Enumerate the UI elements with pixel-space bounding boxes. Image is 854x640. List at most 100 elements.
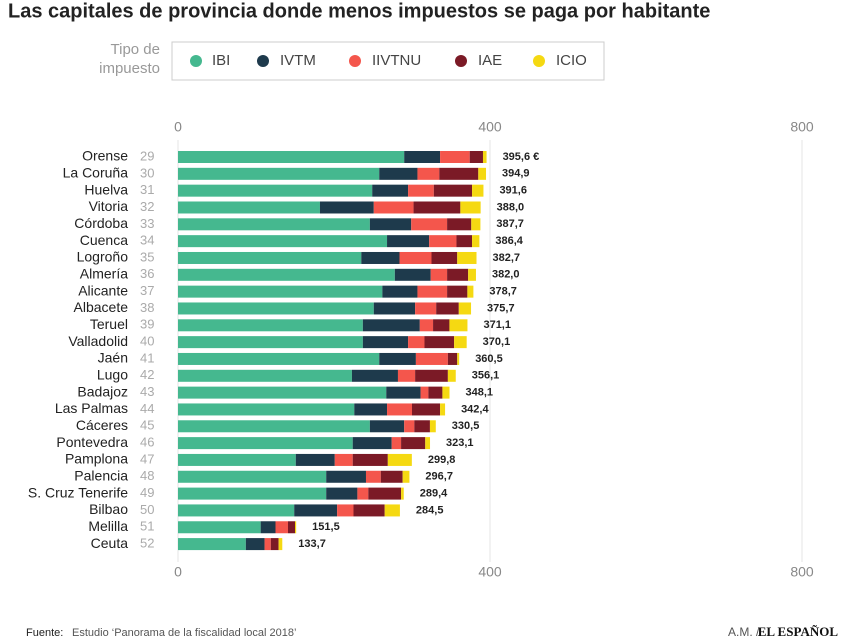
bar-segment (379, 167, 418, 180)
bar-segment (456, 235, 473, 248)
legend-label: IIVTNU (372, 52, 421, 69)
bar-segment (326, 470, 366, 483)
y-tick-label: Huelva (84, 181, 128, 197)
bar-segment (373, 201, 414, 214)
bar-segment (334, 453, 353, 466)
total-label: 289,4 (420, 488, 448, 500)
legend-swatch (455, 55, 467, 67)
bar-segment (449, 319, 468, 332)
legend-title-wrap: Tipo de impuesto (99, 41, 160, 77)
total-label: 395,6 € (503, 151, 540, 163)
rank-label: 38 (140, 300, 154, 315)
rank-label: 37 (140, 283, 154, 298)
rank-label: 36 (140, 266, 154, 281)
bar-segment (178, 403, 355, 416)
x-tick-label: 400 (478, 119, 502, 135)
rank-label: 33 (140, 216, 154, 231)
total-label: 370,1 (483, 336, 511, 348)
source: Estudio ‘Panorama de la fiscalidad local… (72, 627, 296, 639)
bar-segment (319, 201, 374, 214)
bar-segment (397, 369, 416, 382)
bar-segment (270, 538, 279, 551)
bar-segment (353, 504, 385, 517)
bar-segment (178, 218, 370, 231)
rank-label: 43 (140, 384, 154, 399)
rank-label: 48 (140, 468, 154, 483)
bar-segment (178, 453, 296, 466)
bar-segment (460, 201, 481, 214)
y-tick-label: Badajoz (77, 383, 128, 399)
total-label: 133,7 (298, 538, 326, 550)
source-label: Fuente: (26, 627, 63, 639)
bar-segment (478, 167, 487, 180)
bar-segment (424, 336, 455, 349)
bar-segment (415, 302, 437, 315)
bar-segment (361, 251, 400, 264)
bar-segment (440, 403, 446, 416)
rank-label: 40 (140, 334, 154, 349)
rank-label: 30 (140, 165, 154, 180)
y-tick-label: Vitoria (89, 198, 129, 214)
bar-segment (429, 235, 457, 248)
bar-segment (369, 420, 405, 433)
y-tick-label: Palencia (74, 467, 128, 483)
y-tick-label: Lugo (97, 366, 128, 382)
bar-segment (399, 251, 432, 264)
bar-segment (178, 167, 380, 180)
bar-segment (178, 302, 374, 315)
total-label: 388,0 (497, 201, 525, 213)
bar-segment (414, 420, 430, 433)
bar-segment (433, 319, 450, 332)
bar-segment (294, 504, 338, 517)
bar-segment (440, 151, 470, 163)
y-tick-label: Córdoba (74, 215, 128, 231)
bar-segment (436, 302, 459, 315)
bar-segment (415, 369, 448, 382)
bar-segment (178, 201, 320, 214)
rank-label: 39 (140, 317, 154, 332)
bar-segment (178, 268, 395, 281)
bar-segment (178, 386, 387, 399)
bar-segment (326, 487, 358, 500)
legend-swatch (349, 55, 361, 67)
rank-label: 44 (140, 401, 154, 416)
bar-segment (447, 218, 472, 231)
y-tick-label: Bilbao (89, 501, 128, 517)
y-tick-label: Pamplona (65, 451, 128, 467)
bar-segment (365, 470, 381, 483)
credit: A.M. / (728, 625, 760, 639)
y-tick-label: Jaén (98, 350, 128, 366)
bar-segment (467, 285, 474, 298)
y-tick-label: La Coruña (63, 165, 129, 181)
x-tick-label: 800 (790, 119, 814, 135)
legend-box (171, 41, 605, 81)
bar-segment (439, 167, 479, 180)
rank-label: 46 (140, 435, 154, 450)
bar-segment (354, 403, 388, 416)
bar-segment (417, 167, 440, 180)
total-label: 391,6 (499, 185, 527, 197)
bar-segment (447, 268, 469, 281)
legend-swatch (257, 55, 269, 67)
bar-segment (447, 369, 456, 382)
bar-segment (420, 386, 429, 399)
rank-label: 32 (140, 199, 154, 214)
bar-segment (362, 319, 420, 332)
bar-segment (472, 235, 480, 248)
bar-segment (178, 319, 363, 332)
bar-segment (412, 403, 441, 416)
total-label: 382,0 (492, 269, 520, 281)
bar-segment (454, 336, 467, 349)
bar-segment (408, 184, 434, 197)
bar-segment (387, 453, 412, 466)
bar-segment (433, 184, 473, 197)
total-label: 360,5 (475, 353, 503, 365)
bar-segment (362, 336, 409, 349)
bar-segment (417, 285, 448, 298)
y-tick-label: Cáceres (76, 417, 128, 433)
y-tick-label: S. Cruz Tenerife (28, 484, 128, 500)
bar-segment (401, 487, 404, 500)
bar-segment (178, 420, 370, 433)
chart-title: Las capitales de provincia donde menos i… (8, 0, 710, 22)
